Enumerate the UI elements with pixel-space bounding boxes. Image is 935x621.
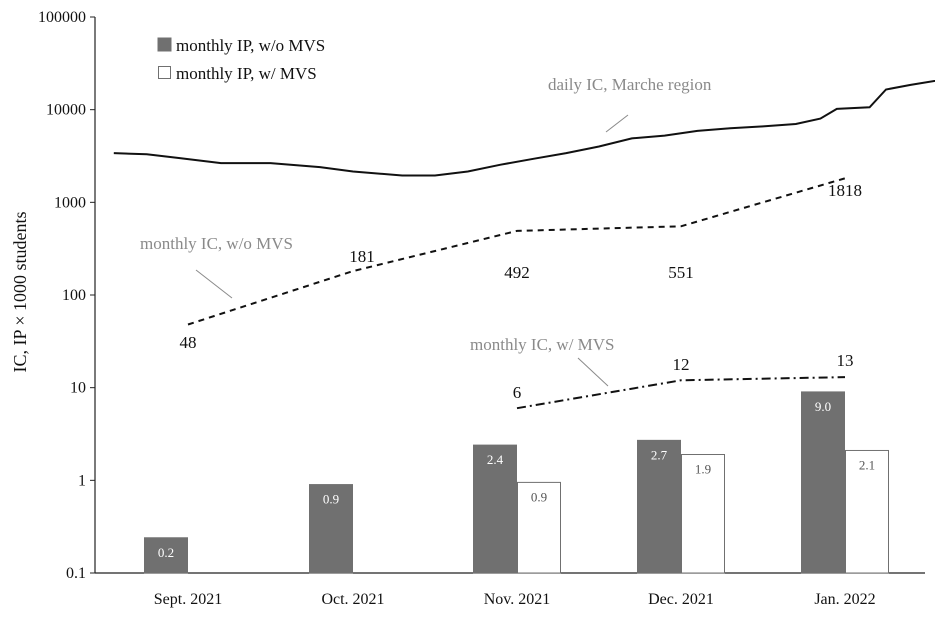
x-category-label: Oct. 2021 (321, 591, 384, 608)
bar-value-label: 2.1 (859, 457, 875, 472)
legend-group: monthly IP, w/o MVS monthly IP, w/ MVS (157, 36, 325, 83)
annotation-monthly-ic-with-mvs-leader (577, 357, 609, 387)
legend-label-ip-with-mvs: monthly IP, w/ MVS (176, 64, 317, 83)
line-point-label: 551 (668, 263, 694, 282)
lines-group (113, 79, 935, 410)
bar-value-label: 2.7 (651, 447, 668, 462)
annotation-monthly-ic-without-mvs: monthly IC, w/o MVS (140, 234, 293, 253)
x-category-label: Sept. 2021 (154, 591, 222, 608)
x-category-label: Dec. 2021 (648, 591, 714, 608)
y-tick-label: 1 (78, 472, 86, 489)
bar-monthly-ip-w-mvs-jan-2022 (845, 449, 889, 574)
line-point-label: 181 (349, 247, 375, 266)
bar-monthly-ip-w-mvs-nov-2021 (517, 481, 561, 574)
y-tick-label: 10000 (46, 102, 86, 119)
y-tick-label: 1000 (54, 194, 86, 211)
bar-monthly-ip-w-o-mvs-dec-2021 (637, 439, 681, 574)
x-category-label: Jan. 2022 (814, 591, 875, 608)
bars-group: 0.2 0.9 2.4 2.7 9.0 0.9 1.9 2.1 (144, 391, 889, 574)
annotation-daily-ic-leader (605, 114, 629, 133)
bar-monthly-ip-w-o-mvs-oct-2021 (309, 484, 353, 574)
bar-monthly-ip-w-o-mvs-sept-2021 (144, 537, 188, 574)
y-tick-label: 100 (62, 287, 86, 304)
line-point-label: 48 (180, 333, 197, 352)
line-point-label: 1818 (828, 181, 862, 200)
bar-value-label: 0.9 (531, 489, 547, 504)
line-point-label: 12 (673, 355, 690, 374)
legend-label-ip-without-mvs: monthly IP, w/o MVS (176, 36, 325, 55)
axes-group: 0.1 1 10 100 1000 10000 100000 Sept. 2021 Oct. 2… (38, 9, 925, 608)
annotation-daily-ic: daily IC, Marche region (548, 75, 712, 94)
bar-monthly-ip-w-o-mvs-jan-2022 (801, 391, 845, 574)
line-daily-ic-marche-region (113, 79, 935, 177)
y-tick-label: 100000 (38, 9, 86, 26)
labels-group: 48 181 492 551 1818 6 12 13 (180, 181, 863, 402)
bar-value-label: 1.9 (695, 462, 711, 477)
bar-monthly-ip-w-mvs-dec-2021 (681, 454, 725, 574)
line-monthly-ic-w-o-mvs (187, 177, 846, 326)
y-tick-label: 10 (70, 380, 86, 397)
bar-value-label: 0.9 (323, 492, 339, 507)
annotation-monthly-ic-with-mvs: monthly IC, w/ MVS (470, 335, 615, 354)
bar-value-label: 0.2 (158, 545, 174, 560)
y-axis-label: IC, IP × 1000 students (10, 212, 30, 373)
x-category-label: Nov. 2021 (484, 591, 551, 608)
bar-value-label: 9.0 (815, 399, 831, 414)
bar-monthly-ip-w-o-mvs-nov-2021 (473, 444, 517, 574)
line-point-label: 6 (513, 383, 522, 402)
legend-swatch-ip-without-mvs (157, 37, 172, 52)
line-point-label: 492 (504, 263, 530, 282)
line-monthly-ic-w-mvs (516, 376, 846, 410)
line-point-label: 13 (837, 351, 854, 370)
y-tick-label: 0.1 (66, 565, 86, 582)
annotation-monthly-ic-without-mvs-leader (195, 269, 233, 299)
legend-swatch-ip-with-mvs (158, 66, 171, 79)
annotations-group: daily IC, Marche region monthly IC, w/o … (140, 75, 712, 387)
bar-value-label: 2.4 (487, 452, 504, 467)
